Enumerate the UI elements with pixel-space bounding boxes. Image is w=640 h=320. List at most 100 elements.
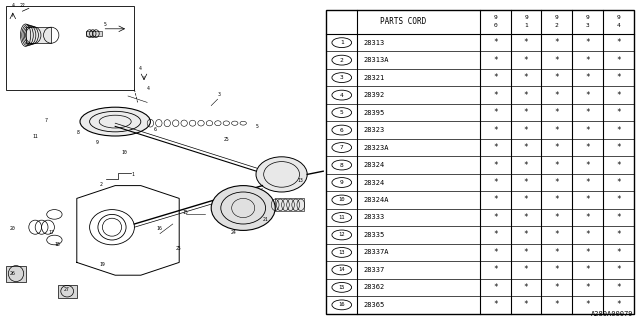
Text: *: * bbox=[554, 161, 559, 170]
Text: 6: 6 bbox=[340, 128, 344, 132]
Bar bbox=[6, 6, 134, 90]
Text: *: * bbox=[585, 56, 590, 65]
Text: *: * bbox=[616, 91, 621, 100]
Text: *: * bbox=[616, 73, 621, 82]
Text: *: * bbox=[493, 91, 498, 100]
Text: *: * bbox=[554, 108, 559, 117]
Text: 28313: 28313 bbox=[364, 40, 385, 46]
Text: 28324: 28324 bbox=[364, 162, 385, 168]
Text: 16: 16 bbox=[339, 302, 345, 307]
Text: 3: 3 bbox=[340, 75, 344, 80]
Text: *: * bbox=[554, 125, 559, 135]
Text: 28337A: 28337A bbox=[364, 249, 388, 255]
Ellipse shape bbox=[211, 186, 275, 230]
Text: 14: 14 bbox=[339, 268, 345, 272]
Text: 22: 22 bbox=[19, 3, 25, 8]
Text: 5: 5 bbox=[104, 22, 107, 27]
Text: 28395: 28395 bbox=[364, 109, 385, 116]
Text: 4: 4 bbox=[140, 66, 142, 71]
Text: *: * bbox=[585, 178, 590, 187]
Text: 15: 15 bbox=[182, 211, 188, 215]
Text: 8: 8 bbox=[340, 163, 344, 168]
Text: *: * bbox=[554, 91, 559, 100]
Text: *: * bbox=[616, 108, 621, 117]
Text: *: * bbox=[524, 161, 529, 170]
Text: *: * bbox=[585, 143, 590, 152]
Text: A280A00079: A280A00079 bbox=[591, 311, 634, 317]
Text: *: * bbox=[554, 213, 559, 222]
Text: *: * bbox=[524, 230, 529, 239]
Text: *: * bbox=[493, 300, 498, 309]
Text: *: * bbox=[585, 213, 590, 222]
Text: 9: 9 bbox=[555, 15, 559, 20]
Text: *: * bbox=[554, 230, 559, 239]
Text: *: * bbox=[585, 73, 590, 82]
Text: *: * bbox=[616, 125, 621, 135]
Text: *: * bbox=[616, 56, 621, 65]
Text: *: * bbox=[585, 265, 590, 275]
Text: *: * bbox=[616, 178, 621, 187]
Text: *: * bbox=[554, 38, 559, 47]
Text: *: * bbox=[493, 161, 498, 170]
Text: *: * bbox=[493, 38, 498, 47]
Text: 9: 9 bbox=[524, 15, 528, 20]
Text: *: * bbox=[524, 143, 529, 152]
Text: *: * bbox=[616, 283, 621, 292]
Text: *: * bbox=[616, 248, 621, 257]
Text: 2: 2 bbox=[99, 182, 102, 187]
Bar bbox=[326, 10, 634, 314]
Text: 12: 12 bbox=[339, 232, 345, 237]
Text: 2: 2 bbox=[555, 23, 559, 28]
Text: 1: 1 bbox=[131, 172, 134, 177]
Text: 28323A: 28323A bbox=[364, 145, 388, 150]
Text: *: * bbox=[524, 56, 529, 65]
Text: *: * bbox=[616, 300, 621, 309]
Text: *: * bbox=[493, 196, 498, 204]
Text: *: * bbox=[524, 108, 529, 117]
Ellipse shape bbox=[256, 157, 307, 192]
Text: 28362: 28362 bbox=[364, 284, 385, 290]
Text: *: * bbox=[585, 283, 590, 292]
Text: *: * bbox=[554, 73, 559, 82]
Text: 4: 4 bbox=[147, 86, 150, 91]
Text: 28392: 28392 bbox=[364, 92, 385, 98]
Text: 17: 17 bbox=[48, 230, 54, 235]
Bar bbox=[58, 285, 77, 298]
Text: *: * bbox=[493, 56, 498, 65]
Text: *: * bbox=[493, 143, 498, 152]
Text: *: * bbox=[524, 38, 529, 47]
Text: *: * bbox=[524, 178, 529, 187]
Text: *: * bbox=[493, 73, 498, 82]
Text: 28321: 28321 bbox=[364, 75, 385, 81]
Text: 28333: 28333 bbox=[364, 214, 385, 220]
Text: 3: 3 bbox=[218, 92, 220, 97]
Bar bbox=[275, 198, 304, 211]
Text: *: * bbox=[524, 125, 529, 135]
Text: *: * bbox=[493, 248, 498, 257]
Text: *: * bbox=[554, 178, 559, 187]
Text: 24: 24 bbox=[230, 230, 236, 235]
Text: *: * bbox=[616, 38, 621, 47]
Bar bbox=[86, 31, 102, 36]
Text: *: * bbox=[585, 161, 590, 170]
Text: *: * bbox=[493, 230, 498, 239]
Text: *: * bbox=[585, 38, 590, 47]
Text: *: * bbox=[554, 196, 559, 204]
Text: 0: 0 bbox=[493, 23, 497, 28]
Text: 5: 5 bbox=[340, 110, 344, 115]
Text: 25: 25 bbox=[224, 137, 230, 142]
Text: 7: 7 bbox=[340, 145, 344, 150]
Text: 9: 9 bbox=[96, 140, 99, 145]
Bar bbox=[26, 27, 51, 43]
Bar bbox=[6, 266, 26, 282]
Text: 9: 9 bbox=[586, 15, 589, 20]
Text: 4: 4 bbox=[616, 23, 620, 28]
Text: *: * bbox=[554, 56, 559, 65]
Text: 19: 19 bbox=[99, 262, 105, 267]
Text: *: * bbox=[524, 73, 529, 82]
Text: *: * bbox=[616, 265, 621, 275]
Text: 28324A: 28324A bbox=[364, 197, 388, 203]
Text: 7: 7 bbox=[45, 118, 47, 123]
Text: *: * bbox=[524, 91, 529, 100]
Text: *: * bbox=[493, 178, 498, 187]
